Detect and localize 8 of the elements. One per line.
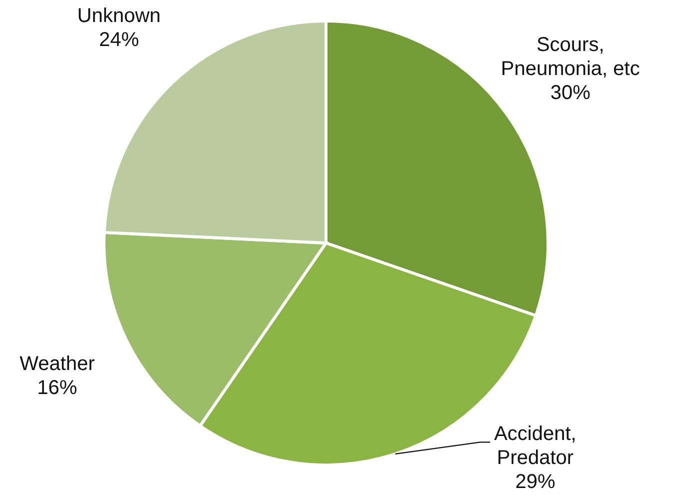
data-label: 24%: [98, 29, 140, 51]
slice-label: Accident, Predator: [494, 423, 576, 469]
data-label: 30%: [550, 82, 591, 104]
slice-label: Unknown: [77, 5, 161, 27]
data-label: 29%: [515, 471, 556, 493]
data-label: 16%: [37, 377, 78, 400]
slice-label: Scours, Pneumonia, etc: [500, 34, 640, 80]
slice-label: Weather: [20, 353, 96, 376]
